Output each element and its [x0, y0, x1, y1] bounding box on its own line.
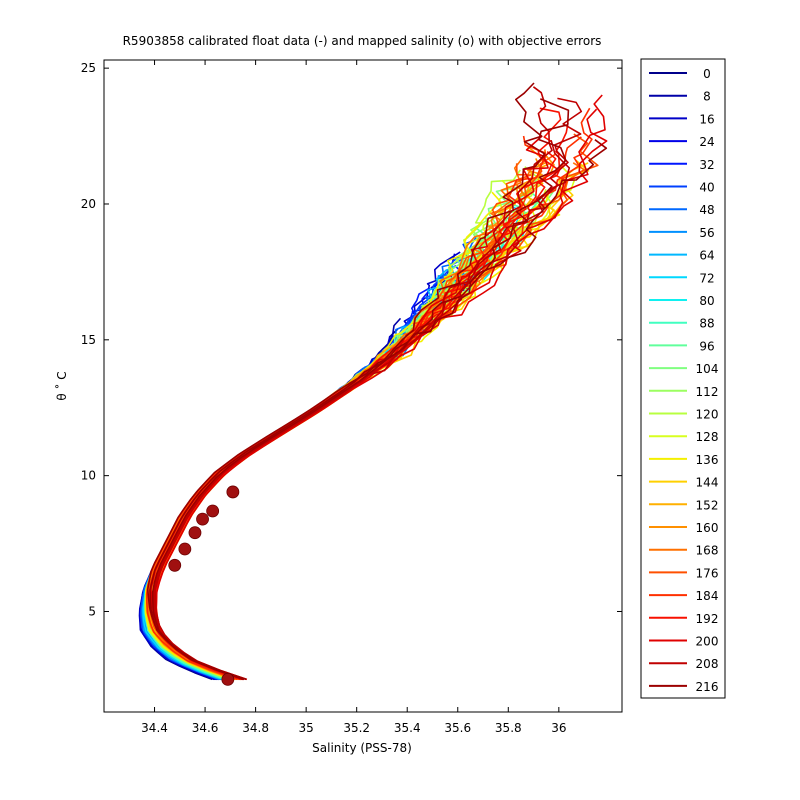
legend-label: 128: [696, 430, 719, 444]
y-tick-label: 15: [81, 333, 96, 347]
legend-label: 168: [696, 544, 719, 558]
legend-label: 40: [699, 181, 714, 195]
legend-label: 32: [699, 158, 714, 172]
legend-label: 192: [696, 612, 719, 626]
mapped-salinity-point: [206, 504, 220, 518]
y-tick-label: 10: [81, 469, 96, 483]
legend-label: 136: [696, 453, 719, 467]
y-axis-label: θ ˚ C: [54, 371, 69, 400]
plot-area-frame: [103, 59, 623, 713]
legend-label: 104: [696, 362, 719, 376]
y-tick-label: 25: [81, 61, 96, 75]
legend-label: 176: [696, 566, 719, 580]
legend-label: 88: [699, 317, 714, 331]
mapped-points-layer: [168, 485, 240, 686]
legend-label: 16: [699, 112, 714, 126]
series-line: [155, 94, 606, 681]
legend-label: 96: [699, 339, 714, 353]
mapped-salinity-point: [188, 526, 202, 540]
mapped-salinity-point: [168, 558, 182, 572]
x-tick-label: 34.6: [192, 721, 219, 735]
legend-label: 24: [699, 135, 714, 149]
series-line: [151, 98, 570, 681]
x-tick-label: 35.4: [394, 721, 421, 735]
x-tick-label: 35.6: [444, 721, 471, 735]
x-tick-label: 34.4: [141, 721, 168, 735]
x-axis-label: Salinity (PSS-78): [312, 741, 412, 755]
series-layer: [138, 82, 608, 681]
x-tick-label: 35.8: [495, 721, 522, 735]
x-tick-label: 35: [299, 721, 314, 735]
mapped-salinity-point: [178, 542, 192, 556]
y-tick-label: 20: [81, 197, 96, 211]
legend-label: 160: [696, 521, 719, 535]
x-tick-label: 34.8: [242, 721, 269, 735]
mapped-salinity-point: [221, 673, 235, 686]
legend-label: 200: [696, 635, 719, 649]
legend-label: 0: [703, 67, 711, 81]
legend-label: 208: [696, 657, 719, 671]
chart-title: R5903858 calibrated float data (-) and m…: [123, 34, 602, 48]
legend-label: 64: [699, 249, 714, 263]
series-line: [153, 86, 553, 681]
series-line: [146, 139, 608, 681]
legend-label: 184: [696, 589, 719, 603]
x-axis: 34.4 34.6 34.8 35 35.2 35.4 35.6 35.8 36: [141, 60, 566, 735]
y-tick-label: 5: [88, 604, 96, 618]
legend-label: 112: [696, 385, 719, 399]
legend-label: 72: [699, 271, 714, 285]
x-tick-label: 35.2: [343, 721, 370, 735]
legend-box: [640, 58, 726, 699]
legend-label: 80: [699, 294, 714, 308]
legend-label: 216: [696, 680, 719, 694]
mapped-salinity-point: [226, 485, 240, 499]
series-line: [149, 82, 546, 681]
legend-label: 152: [696, 498, 719, 512]
mapped-salinity-point: [196, 512, 209, 526]
legend-label: 144: [696, 476, 719, 490]
legend-label: 56: [699, 226, 714, 240]
x-tick-label: 36: [551, 721, 566, 735]
legend: 0 8 16 24 32 40 48 56 64 72 80 88 96 104 112 120 128 136 1…: [640, 58, 726, 699]
y-axis: 5 10 15 20 25: [81, 61, 622, 618]
legend-label: 48: [699, 203, 714, 217]
legend-label: 120: [696, 408, 719, 422]
legend-label: 8: [703, 90, 711, 104]
